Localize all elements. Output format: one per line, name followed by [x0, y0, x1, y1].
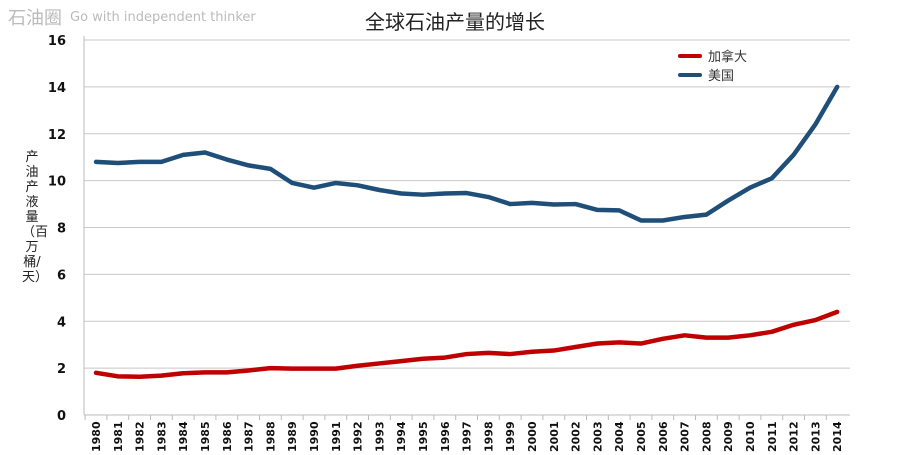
x-tick-label: 2005: [635, 421, 648, 452]
series-line-usa: [93, 84, 840, 223]
legend-item-usa: 美国: [678, 65, 747, 84]
x-tick-label: 2009: [722, 421, 735, 452]
legend: 加拿大 美国: [678, 46, 747, 84]
legend-swatch: [678, 53, 702, 58]
x-tick-label: 1986: [221, 421, 234, 452]
x-tick-label: 2001: [548, 421, 561, 452]
x-tick-label: 1985: [199, 421, 212, 452]
y-tick-label: 2: [57, 362, 66, 377]
x-tick-label: 1998: [482, 421, 495, 452]
x-tick-label: 1982: [134, 421, 147, 452]
watermark: 石油圈 Go with independent thinker: [8, 4, 256, 30]
x-tick-label: 2010: [744, 421, 757, 452]
x-tick-label: 2012: [788, 421, 801, 452]
y-tick-label: 0: [57, 409, 66, 424]
legend-swatch: [678, 72, 702, 77]
y-tick-label: 10: [48, 175, 66, 190]
x-tick-label: 1990: [308, 421, 321, 452]
legend-item-canada: 加拿大: [678, 46, 747, 65]
watermark-name: 石油圈: [8, 8, 62, 29]
x-tick-label: 1981: [112, 421, 125, 452]
x-tick-label: 1996: [439, 421, 452, 452]
x-tick-label: 1995: [417, 421, 430, 452]
x-tick-label: 2004: [613, 421, 626, 452]
x-tick-label: 2013: [809, 421, 822, 452]
x-tick-label: 1989: [286, 421, 299, 452]
y-tick-label: 12: [48, 128, 66, 143]
x-tick-label: 2003: [591, 421, 604, 452]
legend-label: 加拿大: [708, 50, 748, 65]
x-tick-label: 1999: [504, 421, 517, 452]
legend-label: 美国: [708, 69, 735, 84]
x-tick-label: 1988: [264, 421, 277, 452]
x-tick-label: 1980: [90, 421, 103, 452]
x-tick-label: 1983: [155, 421, 168, 452]
chart-title: 全球石油产量的增长: [365, 10, 545, 34]
y-tick-label: 14: [48, 81, 66, 96]
x-tick-label: 1993: [373, 421, 386, 452]
y-tick-label: 8: [57, 222, 66, 237]
x-tick-label: 2000: [526, 421, 539, 452]
x-tick-label: 2006: [657, 421, 670, 452]
x-tick-label: 1994: [395, 421, 408, 452]
x-tick-label: 2011: [766, 421, 779, 452]
watermark-slogan: Go with independent thinker: [70, 9, 256, 25]
x-tick-label: 1991: [330, 421, 343, 452]
y-axis-label: 产油产液量（百万桶/天）: [22, 150, 49, 285]
x-tick-label: 1984: [177, 421, 190, 452]
x-tick-label: 2002: [570, 421, 583, 452]
x-tick-label: 2014: [831, 421, 844, 452]
x-tick-label: 1997: [461, 421, 474, 452]
y-tick-label: 4: [57, 315, 66, 330]
y-tick-label: 16: [48, 34, 66, 49]
x-tick-label: 1992: [352, 421, 365, 452]
x-tick-label: 2008: [700, 421, 713, 452]
x-tick-label: 2007: [679, 421, 692, 452]
x-tick-label: 1987: [243, 421, 256, 452]
y-tick-label: 6: [57, 268, 66, 283]
